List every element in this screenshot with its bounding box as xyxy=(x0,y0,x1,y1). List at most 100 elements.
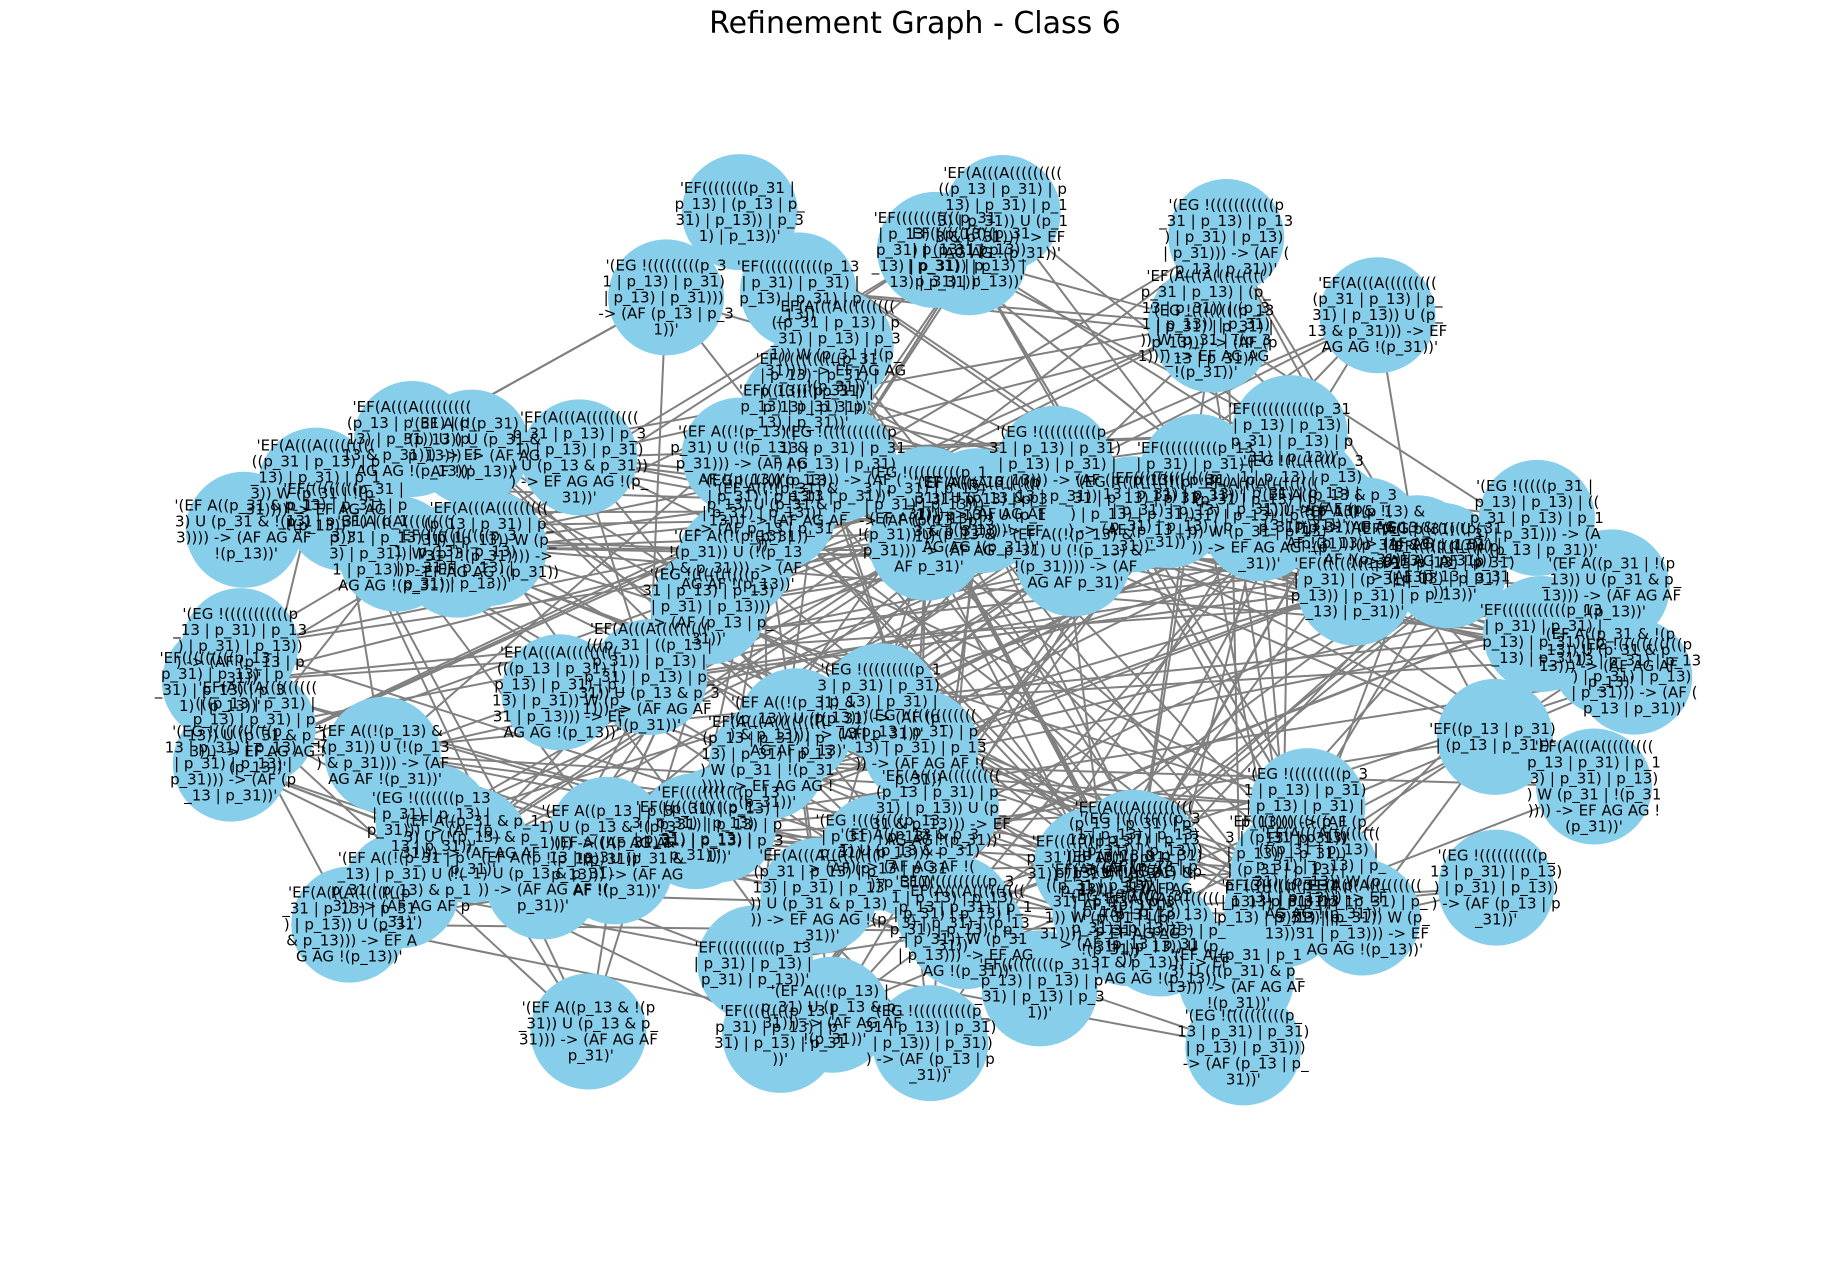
graph-node xyxy=(185,471,302,588)
node-label: '(EG !((((((((((p_ 13 | p_31) | p_31) | p… xyxy=(1177,1006,1309,1088)
graph-node xyxy=(883,749,1000,866)
node-label: '(EG !((((((((((p_ 31 | p_13) | p_31) | p… xyxy=(864,1002,996,1085)
node-label: 'EF(((((((((((p_13 | p_31) | p_31) | p_1… xyxy=(1477,601,1604,668)
node-label: 'EF(((((((((p_31 | p_13) | p_13) | p _31)… xyxy=(974,955,1105,1021)
node-label: 'EF((((((((((p_13 | p_31) | p_31) | p_13… xyxy=(1133,439,1264,506)
node-label: '(EG !((((((((p_13 | p_31) | p_13) | p_3… xyxy=(808,812,948,894)
node-label: '(EG !((((((((p_31 | p_13) | p_13) | p_3… xyxy=(1059,887,1199,969)
node-label: 'EF(A(((A(((((((((((p_31 | p_13) | p _13)… xyxy=(245,437,386,536)
graph-node xyxy=(521,399,638,516)
node-label: '(EF A((!(p_13) & !(p_31)) U (!(p_13) & … xyxy=(316,722,450,789)
graph-edge xyxy=(411,438,1127,843)
node-label: 'EF(((((((((((p_31 | p_13) | p_13) | p_3… xyxy=(871,209,999,292)
node-label: '(EF A((!(p_31) & p_13) U (p_31 & p_ 13))… xyxy=(707,479,850,546)
node-label: '(EF A((!(p_13) | p_31) U (p_13 & p_ 31))… xyxy=(761,982,904,1049)
node-label: 'EF(A(((A((((((((((p_13 | p_31) | p_ 13) … xyxy=(342,398,482,481)
graph-node xyxy=(1249,748,1366,865)
graph-node xyxy=(981,930,1098,1047)
graph-node xyxy=(324,696,441,813)
node-label: '(EF A((!(p_13) | !(p_31)) U (!(p_13) & … xyxy=(668,527,802,594)
node-label: 'EF(((((((((p_13 | p_31) | p_13) | p _31)… xyxy=(154,649,285,716)
node-label: '(EG !((((((((((p_ 13 | p_31) | p_13) | p… xyxy=(165,723,297,806)
graph-node xyxy=(637,773,754,890)
node-label: 'EF(A(((A((((((((((p_31 | p_13) | p_ 13) … xyxy=(750,847,887,946)
graph-node xyxy=(740,232,857,349)
label-layer: 'EF((p_13 | p_31) | (p_13 | p_31))''(EG … xyxy=(154,164,1701,1088)
graph-edge xyxy=(364,918,966,933)
node-label: 'EF(A(((A(((((((((p_31 | p_13) | p_1 3) |… xyxy=(329,513,464,596)
graph-node xyxy=(760,837,877,954)
graph-node xyxy=(1178,920,1295,1037)
node-label: 'EF(A(((A((((((((((p_13 | p_31) | p_ 31) … xyxy=(419,499,559,597)
node-label: 'EF((((((((((((p_3 1 | p_13) | p_13) | p_… xyxy=(890,872,1021,954)
node-label: 'EF(A(((A((((((((((((p_31 | ((p_13 | p_3… xyxy=(579,620,720,735)
node-label: '(EG !(((((((p_13 | p_31) | p_13) | p_31… xyxy=(367,789,501,856)
node-label: 'EF(A(((A(((((((((p_31 | p_13) | (p_ 13 |… xyxy=(1138,267,1274,382)
node-label: 'EF(A(((A((((((((((((p_31 | p_13) | p_31… xyxy=(1091,889,1231,988)
node-layer xyxy=(161,154,1693,1106)
node-label: 'EF(((((((((((p_13 | p_31) | p_31) | p_1… xyxy=(734,257,861,324)
graph-node xyxy=(997,405,1114,522)
node-label: '(EG !((((((((((p_ 31 | p_13) | p_31) | p… xyxy=(989,423,1121,506)
node-label: '(EF A((!(p_13) | !(p_31)) U (p_13 & p_3… xyxy=(857,510,996,577)
node-label: '(EG !(((((((((p_3 1 | p_13) | p_31) | p_… xyxy=(598,256,733,338)
node-label: '(EF A((p_31 | p_1 3) U (!(p_31) & p_ 13))… xyxy=(1167,946,1306,1013)
node-label: '(EF A((!(p_13) & p_31) U (!(p_13) & !(p… xyxy=(1004,526,1143,593)
node-label: '(EG !((((((((((p_ 13 | p_31) | p_13)) | … xyxy=(1430,847,1562,930)
node-label: '(EG !(((((((((p_3 1 | p_13) | p_13) | p_… xyxy=(1075,810,1206,892)
graph-node xyxy=(399,501,516,618)
node-label: 'EF(((((((((p_31 | p_13) | p_31) | p _13)… xyxy=(736,381,863,432)
node-label: 'EF(A(((A((((((((((p_31 | p_13) | p_ 31) … xyxy=(1191,474,1327,573)
graph-node xyxy=(291,866,408,983)
node-label: '(EG !(((((((((p_1 3 | p_31) | p_31) | p_… xyxy=(814,660,948,743)
node-label: '(EG !((((((((((p_ 31 | p_13) | p_13) | p… xyxy=(642,566,774,648)
node-label: '(EF A((p_13 | p_3 1) U (p_13 & p_31))) -… xyxy=(472,848,613,915)
node-label: 'EF(((((((((((((p_ 13 | p_31) | p_13) | p… xyxy=(1103,469,1235,552)
node-label: 'EF((((((((((((p_3 1 | p_13) | p_13) | p_… xyxy=(394,527,521,594)
node-label: '(EF A((!(p_31) | !(p_13)) U (p_31 & p_1… xyxy=(403,415,542,482)
graph-node xyxy=(1139,414,1256,531)
graph-node xyxy=(1536,728,1653,845)
node-label: 'EF((((((((((((p_1 3 | p_31) | p_13) | p_… xyxy=(632,798,759,865)
graph-node xyxy=(1168,178,1285,295)
node-label: 'EF(A(((A((((((((((((p_13 | p_31) | p_13… xyxy=(492,643,627,742)
node-label: 'EF(A(((A(((((((((((p_31 | p_13) | p _31)… xyxy=(765,297,906,396)
node-label: 'EF(A(((A(((((((((((p_13 | p_31) | p _13)… xyxy=(935,164,1070,263)
node-label: 'EF(((((((p_13 | (p_31 | p_13)) | p_ 31))… xyxy=(1026,833,1157,899)
node-label: 'EF((((((((((p_31 | p_13) | p_31) | p_13… xyxy=(1217,876,1348,942)
node-label: '(EF A((p_13 & !(p _31)) U (p_13 & p_ 31))… xyxy=(518,999,659,1066)
graph-node xyxy=(677,502,794,619)
node-label: '(EF A((p_13 | p_3 1) U (p_13 & !(p_3 1)))… xyxy=(539,802,677,869)
node-label: '(EF A((p_13 | !(p _31)) U (p_13 & p_ 31))… xyxy=(906,473,1047,540)
node-label: 'EF(A(((A(((((((((p_13 | p_31) | p_1 3) |… xyxy=(1527,738,1662,837)
node-label: '(EG !(((((((((p_3 1 | p_13) | p_13) | p_… xyxy=(1237,452,1371,535)
graph-node xyxy=(1478,459,1595,576)
graph-node xyxy=(1245,434,1362,551)
node-label: '(EF A((!(p_13) | p_31) U (!(p_13) & p_3… xyxy=(670,423,809,490)
node-label: 'EF(((((((((((((p_ 31 | p_13) | p_31) | p… xyxy=(1382,537,1514,604)
graph-node xyxy=(1436,678,1553,795)
node-label: 'EF(((((((((((p_13 | p_31) | p_13) | p_3… xyxy=(652,783,783,865)
node-label: 'EF((((((((p_13 | p_31) | p_13) | p_ 31) … xyxy=(714,1002,846,1068)
node-label: '(EG !((((((((p_13 | p_31) | p_31) | p_1… xyxy=(1147,302,1278,369)
node-label: '(EG !(((((((((p_1 3 | p_31) | p_13) | p_… xyxy=(859,464,994,546)
node-label: 'EF(A(((A(((((((((((p_31 | p_13) | p _31)… xyxy=(1040,860,1181,959)
node-label: '(EG !(((((((((((p _13 | p_31) | p_13) | … xyxy=(1566,636,1701,719)
graph-edge xyxy=(896,656,1609,706)
node-label: 'EF(A(((A((((((((((((p_31 | p_13) | p_31… xyxy=(1254,825,1389,924)
graph-node xyxy=(530,973,647,1090)
graph-node xyxy=(872,985,989,1102)
graph-node xyxy=(1154,276,1271,393)
graph-node xyxy=(944,154,1061,271)
node-label: '(EG !(((((((((((p _31 | p_13) | p_13) | … xyxy=(1158,196,1293,279)
node-label: 'EF(A(((A((((((((((((p_13 | p_31) | p_13… xyxy=(187,678,328,777)
node-label: '(EG !(((((((((((p _31 | p_13) | p_31) | … xyxy=(1065,473,1200,556)
node-label: 'EF(A(((A((((((((((p_13 | p_31) | p_ 13) … xyxy=(700,713,835,812)
node-label: '(EF A((!(p_31) | p_13) U (!(p_31) & p_1… xyxy=(1055,848,1194,915)
node-label: '(EF A((p_13 & p_3 1) U (p_13 & p_31))) -… xyxy=(839,826,980,893)
node-label: '(EG !((((((((p_13 | p_31) | p_13)) | p_… xyxy=(695,472,834,554)
node-label: 'EF(((((((((((p_31 | p_13) | p_13)) | p_… xyxy=(907,224,1031,291)
graph-node xyxy=(1390,512,1507,629)
graph-node xyxy=(1438,829,1555,946)
node-label: 'EF(((((((((p_31 | p_13) | p_31) | p _13)… xyxy=(277,480,408,546)
